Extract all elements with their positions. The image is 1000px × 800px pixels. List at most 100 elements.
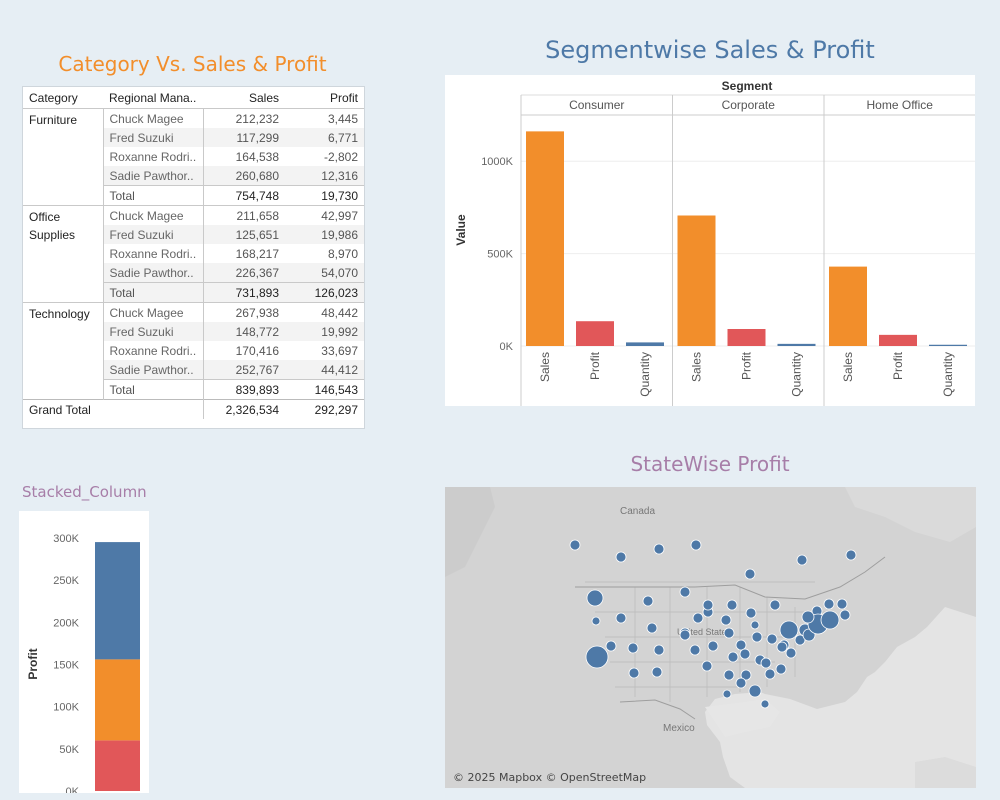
state-profit-bubble[interactable] [764, 668, 776, 680]
table-row[interactable]: Roxanne Rodri.. 170,416 33,697 [23, 341, 364, 360]
state-profit-bubble[interactable] [707, 640, 719, 652]
state-profit-bubble[interactable] [785, 647, 797, 659]
state-profit-bubble[interactable] [690, 539, 702, 551]
manager-cell[interactable]: Fred Suzuki [102, 225, 203, 244]
state-profit-bubble[interactable] [748, 684, 762, 698]
table-row[interactable]: Sadie Pawthor.. 252,767 44,412 [23, 360, 364, 380]
state-profit-bubble[interactable] [801, 610, 815, 624]
state-profit-bubble[interactable] [651, 666, 663, 678]
state-profit-bubble[interactable] [569, 539, 581, 551]
state-profit-bubble[interactable] [642, 595, 654, 607]
state-profit-bubble[interactable] [723, 627, 735, 639]
state-profit-bubble[interactable] [735, 677, 747, 689]
state-profit-bubble[interactable] [845, 549, 857, 561]
table-row[interactable]: Office Supplies Chuck Magee 211,658 42,9… [23, 205, 364, 303]
sales-cell[interactable]: 117,299 [202, 128, 285, 147]
total-row[interactable]: Total 754,748 19,730 [23, 185, 364, 206]
state-profit-bubble[interactable] [794, 634, 806, 646]
total-sales[interactable]: 754,748 [202, 185, 285, 206]
sales-cell[interactable]: 212,232 [202, 108, 285, 128]
profit-cell[interactable]: 6,771 [285, 128, 364, 147]
state-profit-bubble[interactable] [646, 622, 658, 634]
state-profit-bubble[interactable] [692, 612, 704, 624]
table-row[interactable]: Fred Suzuki 125,651 19,986 [23, 225, 364, 244]
state-profit-bubble[interactable] [769, 599, 781, 611]
manager-cell[interactable]: Roxanne Rodri.. [102, 341, 203, 360]
state-profit-bubble[interactable] [760, 699, 770, 709]
sales-cell[interactable]: 252,767 [202, 360, 285, 380]
state-profit-bubble[interactable] [723, 669, 735, 681]
state-profit-bubble[interactable] [628, 667, 640, 679]
state-profit-bubble[interactable] [720, 614, 732, 626]
table-row[interactable]: Roxanne Rodri.. 168,217 8,970 [23, 244, 364, 263]
state-profit-bubble[interactable] [776, 641, 788, 653]
header-profit[interactable]: Profit [285, 87, 364, 109]
manager-cell[interactable]: Chuck Magee [102, 108, 203, 128]
sales-cell[interactable]: 226,367 [202, 263, 285, 283]
profit-cell[interactable]: 19,992 [285, 322, 364, 341]
state-profit-bubble[interactable] [627, 642, 639, 654]
table-row[interactable]: Fred Suzuki 117,299 6,771 [23, 128, 364, 147]
table-row[interactable]: Furniture Chuck Magee 212,232 3,445 [23, 108, 364, 128]
manager-cell[interactable]: Chuck Magee [102, 302, 203, 322]
state-profit-bubble[interactable] [727, 651, 739, 663]
profit-cell[interactable]: 19,986 [285, 225, 364, 244]
header-sales[interactable]: Sales [203, 87, 285, 109]
state-profit-bubble[interactable] [679, 586, 691, 598]
state-profit-bubble[interactable] [585, 645, 609, 669]
state-profit-bubble[interactable] [823, 598, 835, 610]
sales-cell[interactable]: 211,658 [202, 205, 285, 225]
total-sales[interactable]: 839,893 [202, 379, 285, 400]
state-profit-bubble[interactable] [605, 640, 617, 652]
total-profit[interactable]: 19,730 [285, 185, 364, 206]
state-profit-bubble[interactable] [820, 610, 840, 630]
sales-cell[interactable]: 170,416 [202, 341, 285, 360]
manager-cell[interactable]: Fred Suzuki [102, 128, 203, 147]
manager-cell[interactable]: Sadie Pawthor.. [102, 166, 203, 186]
total-profit[interactable]: 126,023 [285, 282, 364, 303]
map-attribution[interactable]: © 2025 Mapbox © OpenStreetMap [453, 771, 647, 784]
grand-total-sales[interactable]: 2,326,534 [202, 399, 285, 419]
profit-cell[interactable]: 42,997 [285, 205, 364, 225]
state-profit-bubble[interactable] [796, 554, 808, 566]
table-row[interactable]: Sadie Pawthor.. 226,367 54,070 [23, 263, 364, 283]
state-profit-bubble[interactable] [722, 689, 732, 699]
sales-cell[interactable]: 260,680 [202, 166, 285, 186]
manager-cell[interactable]: Sadie Pawthor.. [102, 360, 203, 380]
state-profit-bubble[interactable] [839, 609, 851, 621]
state-profit-bubble[interactable] [745, 607, 757, 619]
header-category[interactable]: Category [23, 87, 103, 109]
state-profit-bubble[interactable] [653, 543, 665, 555]
sales-cell[interactable]: 267,938 [202, 302, 285, 322]
category-cell[interactable]: Technology [23, 302, 103, 400]
total-row[interactable]: Total 839,893 146,543 [23, 379, 364, 400]
total-row[interactable]: Total 731,893 126,023 [23, 282, 364, 303]
profit-cell[interactable]: -2,802 [323, 149, 358, 164]
state-profit-bubble[interactable] [701, 660, 713, 672]
profit-bubbles[interactable] [569, 539, 857, 709]
profit-cell[interactable]: 54,070 [285, 263, 364, 283]
map-view[interactable]: Canada Mexico United States © 2025 Mapbo… [445, 487, 976, 788]
state-profit-bubble[interactable] [739, 648, 751, 660]
category-cell[interactable]: Furniture [29, 113, 78, 127]
profit-cell[interactable]: 12,316 [285, 166, 364, 186]
table-row[interactable]: Technology Chuck Magee 267,938 48,442 [23, 302, 364, 400]
state-profit-bubble[interactable] [744, 568, 756, 580]
profit-cell[interactable]: 48,442 [285, 302, 364, 322]
grand-total-profit[interactable]: 292,297 [285, 399, 364, 419]
state-profit-bubble[interactable] [760, 657, 772, 669]
state-profit-bubble[interactable] [586, 589, 604, 607]
grand-total-row[interactable]: Grand Total 2,326,534 292,297 [23, 399, 364, 419]
sales-cell[interactable]: 164,538 [202, 147, 285, 166]
sales-cell[interactable]: 148,772 [202, 322, 285, 341]
manager-cell[interactable]: Roxanne Rodri.. [102, 244, 203, 263]
total-sales[interactable]: 731,893 [202, 282, 285, 303]
header-regional-manager[interactable]: Regional Mana.. [103, 87, 203, 109]
state-profit-bubble[interactable] [679, 629, 691, 641]
state-profit-bubble[interactable] [751, 631, 763, 643]
sales-cell[interactable]: 125,651 [202, 225, 285, 244]
state-profit-bubble[interactable] [726, 599, 738, 611]
profit-cell[interactable]: 3,445 [327, 111, 358, 126]
profit-cell[interactable]: 8,970 [327, 246, 358, 261]
state-profit-bubble[interactable] [615, 551, 627, 563]
